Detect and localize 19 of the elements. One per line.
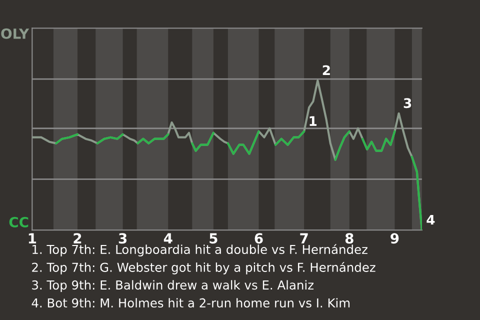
annotation: 4 [426, 214, 435, 225]
text: CC [9, 216, 28, 228]
x-tick-label: 2 [74, 233, 82, 244]
annotation: 2 [322, 65, 330, 75]
x-tick-label: 4 [164, 233, 172, 244]
x-tick-label: 9 [390, 233, 399, 244]
text: 2. Top 7th: G. Webster got hit by a pitch vs F. Hernández [32, 262, 376, 274]
x-tick-label: 8 [345, 233, 354, 244]
annotation: 3 [404, 98, 412, 108]
x-tick-label: 1 [28, 233, 36, 244]
annotation: 1 [310, 116, 317, 126]
text: OLY [1, 28, 30, 39]
x-tick-label: 7 [300, 233, 308, 244]
x-tick-label: 3 [118, 233, 127, 244]
x-tick-label: 5 [210, 233, 218, 244]
text: 3. Top 9th: E. Baldwin drew a walk vs E. Alaniz [32, 280, 314, 292]
text: 4. Bot 9th: M. Holmes hit a 2-run home run vs I. Kim [32, 298, 350, 308]
text: 1. Top 7th: E. Longboardia hit a double vs F. Hernández [32, 244, 368, 256]
x-tick-label: 6 [254, 233, 263, 244]
